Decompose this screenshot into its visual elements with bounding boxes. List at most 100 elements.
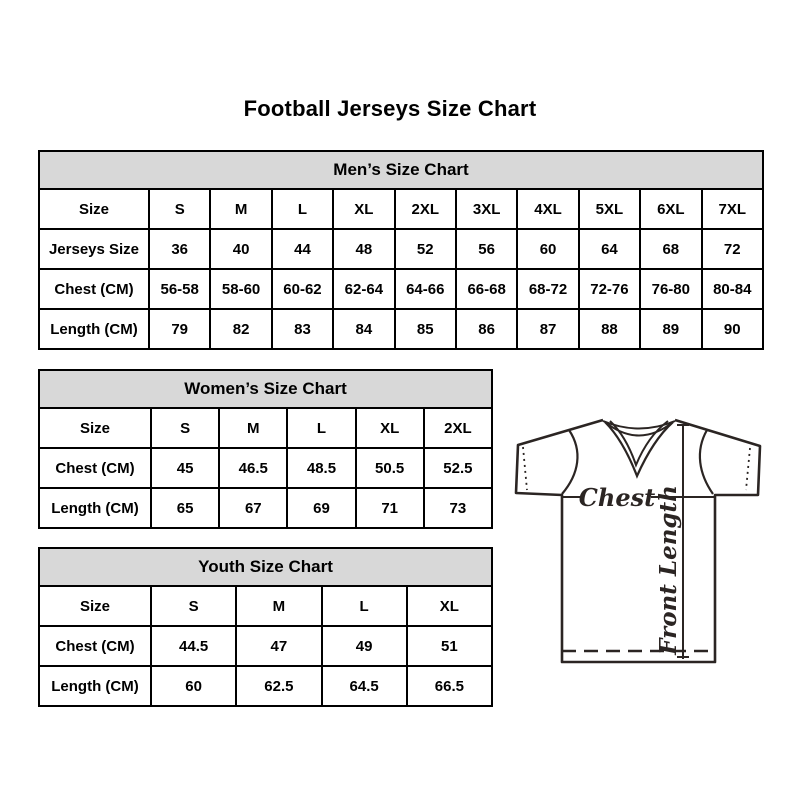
size-value-cell: M xyxy=(209,188,273,230)
row-label-cell: Chest (CM) xyxy=(38,268,150,310)
table-row: Chest (CM) 45 46.5 48.5 50.5 52.5 xyxy=(38,447,494,489)
right-cuff-stitch-line xyxy=(745,447,751,491)
size-value-cell: S xyxy=(149,407,221,449)
collar-inner-arc-icon xyxy=(604,421,674,437)
size-value-cell: 45 xyxy=(149,447,221,489)
size-value-cell: 88 xyxy=(577,308,642,350)
womens-size-table: Women’s Size Chart Size S M L XL 2XL Chest (CM)… xyxy=(38,369,494,529)
size-value-cell: 46.5 xyxy=(218,447,289,489)
size-value-cell: S xyxy=(149,585,238,627)
size-value-cell: 52.5 xyxy=(422,447,494,489)
size-value-cell: 36 xyxy=(147,228,212,270)
size-value-cell: 68 xyxy=(639,228,703,270)
table-title: Women’s Size Chart xyxy=(38,369,493,409)
table-row: Length (CM) 79 82 83 84 85 86 87 88 89 90 xyxy=(38,308,765,350)
table-row: Chest (CM) 56-58 58-60 60-62 62-64 64-66 66-68… xyxy=(38,268,765,310)
size-value-cell: 62-64 xyxy=(332,268,396,310)
right-armhole-seam xyxy=(698,429,714,495)
size-value-cell: 87 xyxy=(516,308,580,350)
size-value-cell: 51 xyxy=(405,625,494,667)
size-value-cell: 84 xyxy=(332,308,396,350)
size-value-cell: 52 xyxy=(393,228,457,270)
table-row: Chest (CM) 44.5 47 49 51 xyxy=(38,625,494,667)
table-row: Size S M L XL xyxy=(38,585,494,627)
table-row: Size S M L XL 2XL xyxy=(38,407,494,449)
table-title: Youth Size Chart xyxy=(38,547,493,587)
size-value-cell: 2XL xyxy=(393,188,457,230)
size-value-cell: 85 xyxy=(393,308,457,350)
size-value-cell: 47 xyxy=(235,625,323,667)
size-value-cell: 66-68 xyxy=(454,268,519,310)
size-value-cell: 82 xyxy=(209,308,273,350)
table-row: Jerseys Size 36 40 44 48 52 56 60 64 68 72 xyxy=(38,228,765,270)
size-value-cell: XL xyxy=(354,407,425,449)
size-value-cell: 40 xyxy=(209,228,273,270)
vneck-inner-line xyxy=(609,420,669,468)
size-value-cell: 71 xyxy=(354,487,425,529)
size-value-cell: 65 xyxy=(149,487,221,529)
collar-back-arc-icon xyxy=(602,420,676,430)
row-label-cell: Length (CM) xyxy=(38,487,152,529)
size-value-cell: 64.5 xyxy=(320,665,408,707)
size-value-cell: 80-84 xyxy=(700,268,765,310)
row-label-cell: Length (CM) xyxy=(38,665,152,707)
size-value-cell: 62.5 xyxy=(235,665,323,707)
size-value-cell: 3XL xyxy=(454,188,519,230)
youth-size-table: Youth Size Chart Size S M L XL Chest (CM) 44.5 4… xyxy=(38,547,494,707)
size-value-cell: 44.5 xyxy=(149,625,238,667)
size-value-cell: 76-80 xyxy=(639,268,703,310)
left-cuff-stitch-line xyxy=(522,446,528,491)
table-header-row: Women’s Size Chart xyxy=(38,369,493,409)
size-value-cell: M xyxy=(235,585,323,627)
size-value-cell: 64-66 xyxy=(393,268,457,310)
size-value-cell: 60-62 xyxy=(270,268,335,310)
size-value-cell: 2XL xyxy=(422,407,494,449)
size-value-cell: 86 xyxy=(454,308,519,350)
jersey-outline xyxy=(514,418,762,664)
row-label-cell: Chest (CM) xyxy=(38,625,152,667)
size-value-cell: 5XL xyxy=(577,188,642,230)
size-value-cell: 4XL xyxy=(516,188,580,230)
size-value-cell: L xyxy=(286,407,357,449)
table-row: Length (CM) 60 62.5 64.5 66.5 xyxy=(38,665,494,707)
size-value-cell: 44 xyxy=(270,228,335,270)
row-label-cell: Size xyxy=(38,407,152,449)
size-value-cell: 58-60 xyxy=(209,268,273,310)
size-value-cell: 56 xyxy=(454,228,519,270)
size-value-cell: 50.5 xyxy=(354,447,425,489)
size-value-cell: 49 xyxy=(320,625,408,667)
size-value-cell: XL xyxy=(405,585,494,627)
left-armhole-seam xyxy=(561,429,579,495)
front-length-label: Front Length xyxy=(655,485,682,656)
size-value-cell: 6XL xyxy=(639,188,703,230)
row-label-cell: Length (CM) xyxy=(38,308,150,350)
size-value-cell: XL xyxy=(332,188,396,230)
size-value-cell: 89 xyxy=(639,308,703,350)
size-value-cell: 64 xyxy=(577,228,642,270)
size-value-cell: M xyxy=(218,407,289,449)
size-value-cell: 69 xyxy=(286,487,357,529)
front-length-measure-line xyxy=(677,424,689,659)
size-value-cell: 83 xyxy=(270,308,335,350)
size-value-cell: S xyxy=(147,188,212,230)
size-value-cell: 72-76 xyxy=(577,268,642,310)
jersey-measurement-diagram: Chest Front Length xyxy=(514,418,762,664)
size-value-cell: 48.5 xyxy=(286,447,357,489)
size-value-cell: 60 xyxy=(516,228,580,270)
size-value-cell: 68-72 xyxy=(516,268,580,310)
size-value-cell: 66.5 xyxy=(405,665,494,707)
vneck-outer-line xyxy=(604,421,674,479)
table-header-row: Youth Size Chart xyxy=(38,547,493,587)
size-value-cell: 90 xyxy=(700,308,765,350)
row-label-cell: Jerseys Size xyxy=(38,228,150,270)
row-label-cell: Size xyxy=(38,585,152,627)
table-row: Length (CM) 65 67 69 71 73 xyxy=(38,487,494,529)
size-value-cell: 72 xyxy=(700,228,765,270)
size-value-cell: 79 xyxy=(147,308,212,350)
size-value-cell: L xyxy=(320,585,408,627)
table-header-row: Men’s Size Chart xyxy=(38,150,764,190)
size-value-cell: 67 xyxy=(218,487,289,529)
size-value-cell: 48 xyxy=(332,228,396,270)
size-value-cell: L xyxy=(270,188,335,230)
table-title: Men’s Size Chart xyxy=(38,150,764,190)
